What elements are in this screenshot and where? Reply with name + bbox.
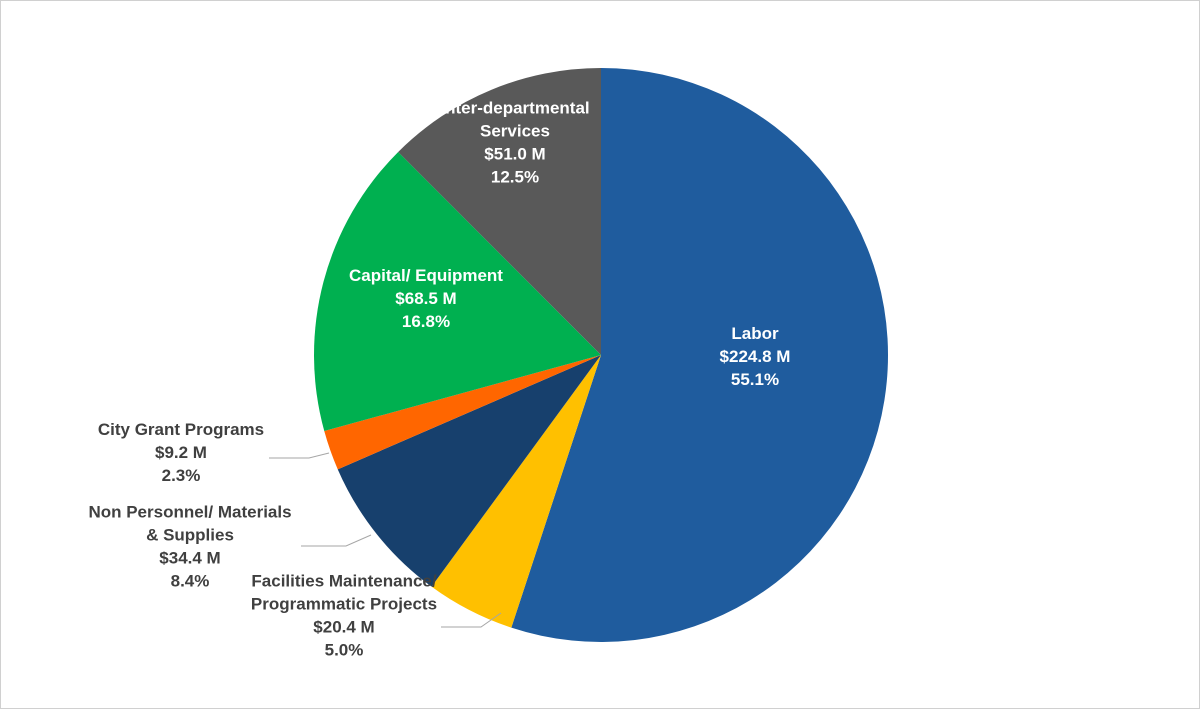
data-label-city-grant-programs: City Grant Programs $9.2 M 2.3%	[98, 420, 264, 485]
pie-slice-city-grant-programs	[324, 355, 601, 470]
leader-line-city-grant-programs	[269, 452, 330, 459]
data-label-line: City Grant Programs	[98, 420, 264, 439]
data-label-line: 5.0%	[325, 641, 364, 660]
pie-slice-facilities-maintenance-programmatic-projects	[431, 355, 601, 628]
data-label-line: Programmatic Projects	[251, 595, 437, 614]
data-label-line: $224.8 M	[720, 347, 791, 366]
data-label-line: & Supplies	[146, 526, 234, 545]
data-label-line: Capital/ Equipment	[349, 266, 503, 285]
data-label-line: Non Personnel/ Materials	[88, 503, 291, 522]
data-label-line: 12.5%	[491, 168, 539, 187]
leader-line-non-personnel-materials-supplies	[301, 534, 372, 547]
data-label-line: $9.2 M	[155, 443, 207, 462]
pie-slice-capital-equipment	[314, 151, 601, 432]
pie-slice-inter-departmental-services	[398, 67, 601, 355]
data-label-line: 8.4%	[171, 572, 210, 591]
data-label-line: $34.4 M	[159, 549, 220, 568]
data-label-line: Labor	[731, 324, 779, 343]
data-label-line: Inter-departmental	[440, 99, 589, 118]
data-label-capital-equipment: Capital/ Equipment $68.5 M 16.8%	[349, 266, 503, 331]
pie-slice-labor	[511, 68, 889, 642]
data-label-line: Facilities Maintenance/	[251, 572, 436, 591]
pie-slices	[314, 67, 889, 642]
data-label-inter-departmental-services: Inter-departmental Services $51.0 M 12.5%	[440, 99, 589, 187]
data-label-line: $20.4 M	[313, 618, 374, 637]
data-label-line: 55.1%	[731, 370, 779, 389]
leader-lines	[269, 452, 502, 628]
data-label-line: $51.0 M	[484, 145, 545, 164]
data-label-line: Services	[480, 122, 550, 141]
data-label-line: 2.3%	[162, 466, 201, 485]
data-labels: Labor $224.8 M 55.1% Facilities Maintenance…	[88, 99, 790, 660]
leader-line-facilities-maintenance-programmatic-projects	[441, 612, 502, 628]
pie-slice-non-personnel-materials-supplies	[337, 355, 601, 587]
data-label-facilities-maintenance-programmatic-projects: Facilities Maintenance/Programmatic Proj…	[251, 572, 437, 660]
data-label-line: 16.8%	[402, 312, 450, 331]
data-label-line: $68.5 M	[395, 289, 456, 308]
data-label-non-personnel-materials-supplies: Non Personnel/ Materials & Supplies $34.4 …	[88, 503, 291, 591]
data-label-labor: Labor $224.8 M 55.1%	[720, 324, 791, 389]
